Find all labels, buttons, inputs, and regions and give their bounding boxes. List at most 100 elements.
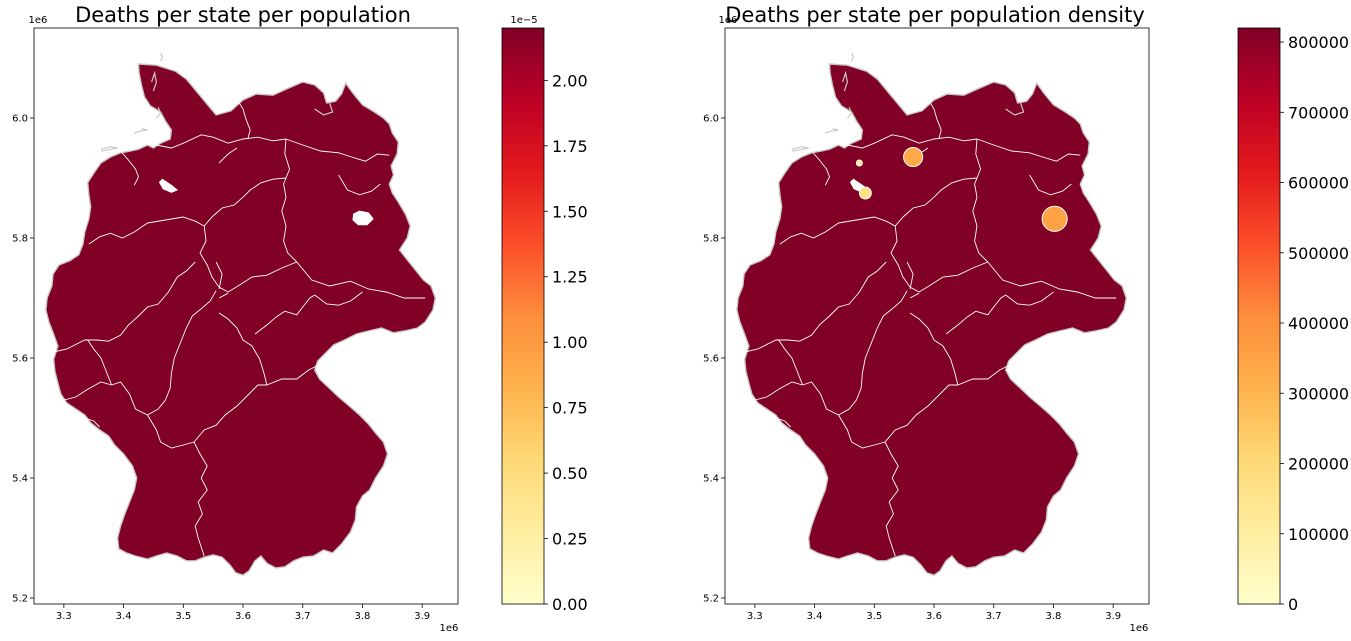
x-offset-label: 1e6	[440, 623, 459, 634]
x-tick-label: 3.3	[747, 611, 763, 622]
state-border	[918, 261, 988, 293]
state-border	[1005, 291, 1054, 306]
state-border	[63, 381, 112, 401]
y-tick-label: 5.2	[12, 594, 28, 605]
state-border	[972, 138, 989, 263]
y-tick-label: 5.4	[12, 474, 28, 485]
state-border	[193, 441, 208, 557]
map-panel-population-density: Deaths per state per population density …	[703, 3, 1150, 634]
lake-shape	[158, 178, 179, 193]
state-border	[314, 291, 363, 306]
state-border	[1029, 174, 1072, 196]
state-border	[237, 100, 251, 140]
state-border	[987, 261, 1117, 299]
state-border	[111, 381, 148, 416]
x-tick-label: 3.4	[116, 611, 132, 622]
state-border	[894, 196, 935, 227]
state-border	[266, 363, 321, 386]
colorbar-tick-label: 0.25	[552, 530, 588, 549]
y-tick-label: 6.0	[12, 114, 28, 125]
lake-shape	[352, 210, 374, 226]
state-border	[156, 134, 287, 149]
state-border	[242, 177, 287, 198]
y-axis: 5.2 5.4 5.6 5.8 6.0	[12, 114, 34, 605]
x-tick-label: 3.4	[807, 611, 823, 622]
state-border	[744, 261, 887, 353]
y-tick-label: 5.8	[703, 234, 719, 245]
colorbar-tick-label: 1.50	[552, 202, 588, 221]
state-border	[754, 402, 792, 428]
island-outline	[160, 52, 164, 62]
state-border	[909, 312, 959, 386]
state-border	[928, 100, 942, 140]
state-border	[838, 216, 896, 227]
x-offset-label: 1e6	[1130, 623, 1149, 634]
colorbar-offset-label: 1e−5	[510, 15, 537, 26]
island-outline	[155, 106, 162, 119]
state-border	[883, 290, 908, 317]
state-border	[227, 261, 297, 293]
state-border	[802, 381, 839, 416]
y-tick-label: 5.6	[12, 354, 28, 365]
island-outline	[314, 102, 334, 116]
state-border	[254, 294, 315, 335]
state-border	[147, 216, 205, 227]
city-state-region	[1041, 205, 1068, 232]
state-border	[884, 384, 958, 443]
state-border	[63, 402, 101, 428]
island-outline	[842, 70, 849, 92]
colorbar-tick-label: 0.00	[552, 595, 588, 614]
germany-map	[45, 52, 437, 576]
state-border	[218, 312, 268, 386]
x-tick-label: 3.7	[295, 611, 311, 622]
state-border	[87, 339, 113, 386]
state-border	[779, 222, 839, 245]
colorbar-tick-label: 400000	[1288, 314, 1349, 333]
x-tick-label: 3.6	[926, 611, 942, 622]
x-tick-label: 3.9	[1105, 611, 1121, 622]
island-outline	[825, 128, 839, 134]
state-border	[933, 177, 978, 198]
y-offset-label: 1e6	[719, 15, 738, 26]
city-state-region	[903, 146, 924, 168]
state-border	[838, 414, 886, 449]
colorbar	[1237, 27, 1281, 605]
state-border	[778, 339, 804, 386]
state-border	[296, 261, 426, 299]
colorbar-population: 0.00 0.25 0.50 0.75 1.00 1.25 1.50 1.75 2.00 1e−…	[501, 15, 588, 614]
island-outline	[851, 52, 855, 62]
colorbar-population-density: 0 100000 200000 300000 400000 500000 600000 700…	[1237, 27, 1349, 614]
state-border	[754, 381, 803, 401]
colorbar-tick-label: 200000	[1288, 455, 1349, 474]
state-border	[215, 261, 223, 290]
state-border	[53, 261, 196, 353]
state-border	[193, 384, 267, 443]
x-tick-label: 3.6	[235, 611, 251, 622]
island-outline	[151, 70, 158, 92]
state-border	[285, 138, 390, 162]
state-border	[192, 290, 217, 317]
island-outline	[134, 128, 148, 134]
colorbar	[501, 27, 545, 605]
y-tick-label: 5.8	[12, 234, 28, 245]
colorbar-tick-label: 0.50	[552, 464, 588, 483]
state-border	[884, 441, 899, 557]
colorbar-tick-label: 600000	[1288, 174, 1349, 193]
y-tick-label: 5.2	[703, 594, 719, 605]
x-tick-label: 3.8	[354, 611, 370, 622]
state-border	[838, 315, 884, 416]
state-border	[906, 261, 914, 290]
city-state-region	[858, 186, 872, 200]
island-outline	[1005, 102, 1025, 116]
y-axis: 5.2 5.4 5.6 5.8 6.0	[703, 114, 725, 605]
state-border	[338, 174, 381, 196]
panel-title: Deaths per state per population	[75, 3, 411, 27]
panel-title: Deaths per state per population density	[725, 3, 1145, 27]
state-border	[976, 138, 1081, 162]
y-tick-label: 6.0	[703, 114, 719, 125]
state-border	[945, 294, 1006, 335]
colorbar-ticks: 0.00 0.25 0.50 0.75 1.00 1.25 1.50 1.75 2.00	[544, 71, 588, 614]
country-shape	[736, 63, 1128, 576]
colorbar-ticks: 0 100000 200000 300000 400000 500000 600000 700…	[1280, 33, 1349, 614]
